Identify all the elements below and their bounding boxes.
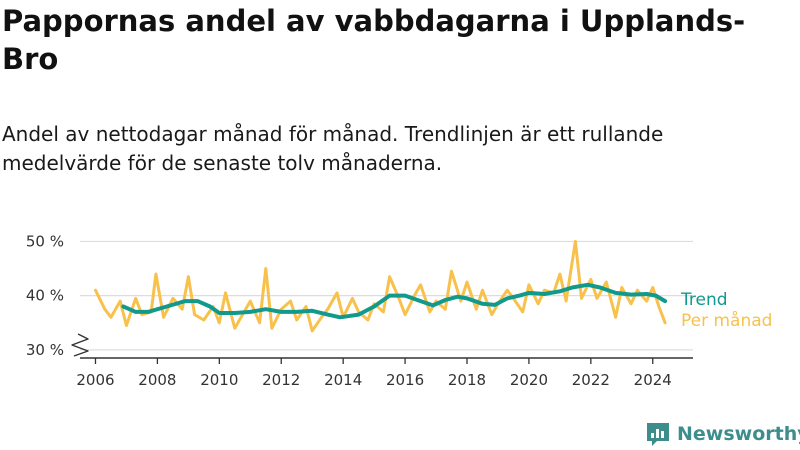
x-tick-label: 2016 bbox=[386, 371, 424, 389]
newsworthy-logo-icon bbox=[647, 423, 669, 446]
axes: 30 % 40 % 50 % 2006 2008 2010 2012 2014 2016 2018… bbox=[26, 232, 693, 389]
x-tick-label: 2006 bbox=[76, 371, 114, 389]
x-tick-label: 2014 bbox=[324, 371, 362, 389]
newsworthy-logo-text: Newsworthy bbox=[677, 423, 800, 445]
series bbox=[94, 239, 668, 333]
x-tick-label: 2018 bbox=[448, 371, 486, 389]
trend-series-label: Trend bbox=[680, 290, 728, 310]
x-tick-label: 2012 bbox=[262, 371, 300, 389]
trend-series-line bbox=[121, 282, 668, 320]
y-tick-label: 40 % bbox=[26, 287, 64, 305]
y-tick-label: 50 % bbox=[26, 232, 64, 250]
axis-break-icon bbox=[71, 333, 89, 357]
x-tick-label: 2024 bbox=[634, 371, 672, 389]
monthly-series-label: Per månad bbox=[681, 310, 772, 331]
chart-title: Pappornas andel av vabbdagarna i Uppland… bbox=[2, 4, 746, 76]
chart-subtitle: Andel av nettodagar månad för månad. Tre… bbox=[2, 122, 664, 175]
y-tick-label: 30 % bbox=[26, 341, 64, 359]
x-tick-label: 2010 bbox=[200, 371, 238, 389]
newsworthy-logo: Newsworthy bbox=[645, 420, 800, 448]
monthly-series-line bbox=[94, 239, 667, 333]
x-tick-label: 2020 bbox=[510, 371, 548, 389]
x-tick-label: 2022 bbox=[572, 371, 610, 389]
x-tick-label: 2008 bbox=[138, 371, 176, 389]
